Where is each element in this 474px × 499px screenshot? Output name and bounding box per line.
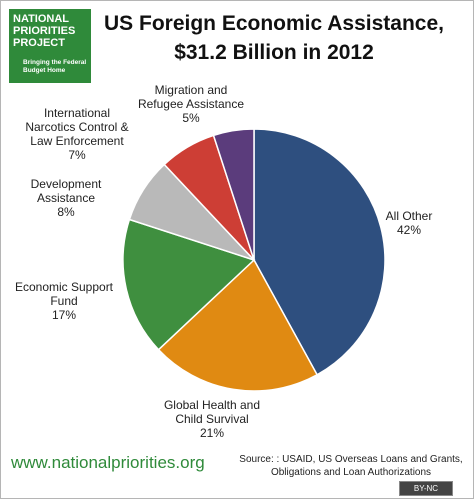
category-label: Development Assistance xyxy=(30,177,102,205)
source: Source: : USAID, US Overseas Loans and G… xyxy=(239,454,463,478)
pie xyxy=(122,128,386,392)
pie-slice xyxy=(253,128,386,376)
pie-slice xyxy=(157,258,319,392)
pie-slice xyxy=(212,128,255,261)
license-badge: BY-NC xyxy=(399,481,453,496)
logo: NATIONAL PRIORITIES PROJECT Bringing the… xyxy=(9,9,91,83)
value-label: 21% xyxy=(199,426,225,440)
value-label: 7% xyxy=(68,148,86,162)
logo-tagline: Bringing the Federal Budget Home xyxy=(23,59,87,74)
value-label: 42% xyxy=(396,223,422,237)
slice-label: Economic Support Fund 17% xyxy=(10,280,118,322)
slice-label: Global Health and Child Survival 21% xyxy=(156,398,268,440)
chart-title: US Foreign Economic Assistance, $31.2 Bi… xyxy=(104,12,444,64)
value-label: 5% xyxy=(182,111,200,125)
slice-label: Migration and Refugee Assistance 5% xyxy=(134,83,248,125)
value-label: 8% xyxy=(57,205,75,219)
slice-label: All Other 42% xyxy=(369,209,449,237)
slice-label: Development Assistance 8% xyxy=(25,177,107,219)
category-label: International Narcotics Control & Law En… xyxy=(25,106,129,148)
category-label: Migration and Refugee Assistance xyxy=(137,83,245,111)
slice-label: International Narcotics Control & Law En… xyxy=(18,106,136,162)
value-label: 17% xyxy=(51,308,77,322)
category-label: Global Health and Child Survival xyxy=(163,398,261,426)
category-label: All Other xyxy=(385,209,433,223)
category-label: Economic Support Fund xyxy=(14,280,114,308)
website[interactable]: www.nationalpriorities.org xyxy=(11,453,205,472)
pie-slice xyxy=(122,218,256,351)
logo-name: NATIONAL PRIORITIES PROJECT xyxy=(13,13,76,49)
